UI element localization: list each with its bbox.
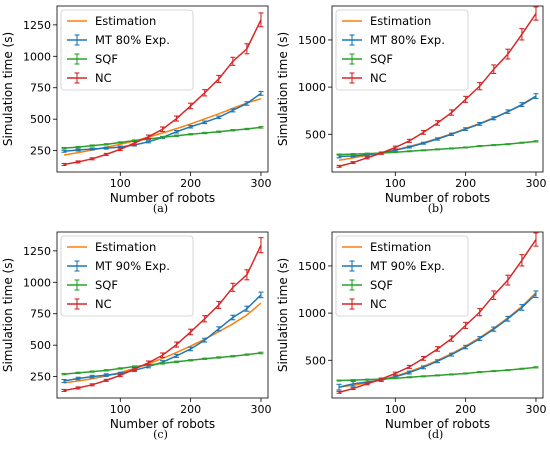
legend-label: NC (370, 297, 387, 311)
y-tick-label: 500 (305, 354, 326, 367)
legend: Estimation MT 90% Exp. SQF NC (60, 235, 194, 317)
series-2 (61, 126, 264, 150)
series-3 (336, 232, 539, 394)
legend-box (60, 9, 194, 91)
legend-label: SQF (95, 52, 118, 66)
legend-label: MT 90% Exp. (95, 259, 170, 273)
panel-caption: (b) (428, 202, 444, 215)
x-tick-label: 100 (110, 177, 131, 190)
x-tick-label: 300 (250, 177, 271, 190)
x-tick-label: 100 (385, 177, 406, 190)
y-tick-label: 250 (30, 371, 51, 384)
series-3 (61, 12, 264, 167)
y-tick-label: 750 (30, 308, 51, 321)
series-2 (336, 140, 539, 156)
legend: Estimation MT 90% Exp. SQF NC (335, 235, 469, 317)
y-tick-label: 1000 (298, 81, 326, 94)
series-2 (61, 351, 264, 376)
panel-caption: (d) (428, 428, 444, 441)
x-tick-label: 200 (180, 177, 201, 190)
x-axis-label: Number of robots (385, 417, 490, 431)
x-tick-label: 300 (250, 403, 271, 416)
y-axis-label: Simulation time (s) (1, 32, 15, 146)
y-axis-label: Simulation time (s) (276, 32, 290, 146)
y-tick-label: 500 (30, 113, 51, 126)
x-tick-label: 200 (455, 177, 476, 190)
legend-label: MT 90% Exp. (370, 259, 445, 273)
legend-label: Estimation (95, 14, 156, 28)
legend-label: Estimation (370, 14, 431, 28)
legend-label: MT 80% Exp. (95, 33, 170, 47)
y-tick-label: 1500 (298, 34, 326, 47)
y-axis-label: Simulation time (s) (276, 258, 290, 372)
x-tick-label: 100 (385, 403, 406, 416)
series-0 (63, 302, 262, 384)
legend: Estimation MT 80% Exp. SQF NC (335, 9, 469, 91)
chart-panel-a: 100 200 300 250 500 750 1000 1250 Number of robo… (1, 5, 271, 215)
legend-label: Estimation (370, 240, 431, 254)
chart-panel-c: 100 200 300 250 500 750 1000 1250 Number of robo… (1, 231, 271, 441)
series-3 (336, 6, 539, 168)
legend-box (60, 235, 194, 317)
x-tick-label: 100 (110, 403, 131, 416)
y-tick-label: 1500 (298, 260, 326, 273)
x-tick-label: 300 (525, 177, 546, 190)
legend-label: SQF (95, 278, 118, 292)
y-tick-label: 500 (30, 339, 51, 352)
legend-label: NC (370, 71, 387, 85)
x-tick-label: 200 (180, 403, 201, 416)
legend-box (335, 9, 469, 91)
x-axis-label: Number of robots (110, 191, 215, 205)
panel-caption: (a) (153, 202, 168, 215)
y-tick-label: 1250 (23, 19, 51, 32)
y-tick-label: 1000 (23, 50, 51, 63)
y-tick-label: 1000 (23, 276, 51, 289)
legend-label: NC (95, 71, 112, 85)
x-tick-label: 300 (525, 403, 546, 416)
legend-label: Estimation (95, 240, 156, 254)
x-axis-label: Number of robots (110, 417, 215, 431)
legend-label: NC (95, 297, 112, 311)
chart-panel-b: 100 200 300 500 1000 1500 Number of robots Simu… (276, 5, 546, 215)
y-tick-label: 250 (30, 145, 51, 158)
y-tick-label: 750 (30, 82, 51, 95)
y-tick-label: 1250 (23, 245, 51, 258)
x-axis-label: Number of robots (385, 191, 490, 205)
legend-label: SQF (370, 278, 393, 292)
legend-label: SQF (370, 52, 393, 66)
y-tick-label: 500 (305, 128, 326, 141)
panel-caption: (c) (153, 428, 168, 441)
series-1 (61, 291, 264, 384)
x-tick-label: 200 (455, 403, 476, 416)
series-line (63, 302, 262, 384)
legend-label: MT 80% Exp. (370, 33, 445, 47)
chart-panel-d: 100 200 300 500 1000 1500 Number of robots Simu… (276, 231, 546, 441)
y-tick-label: 1000 (298, 307, 326, 320)
series-3 (61, 237, 264, 393)
legend: Estimation MT 80% Exp. SQF NC (60, 9, 194, 91)
y-axis-label: Simulation time (s) (1, 258, 15, 372)
legend-box (335, 235, 469, 317)
